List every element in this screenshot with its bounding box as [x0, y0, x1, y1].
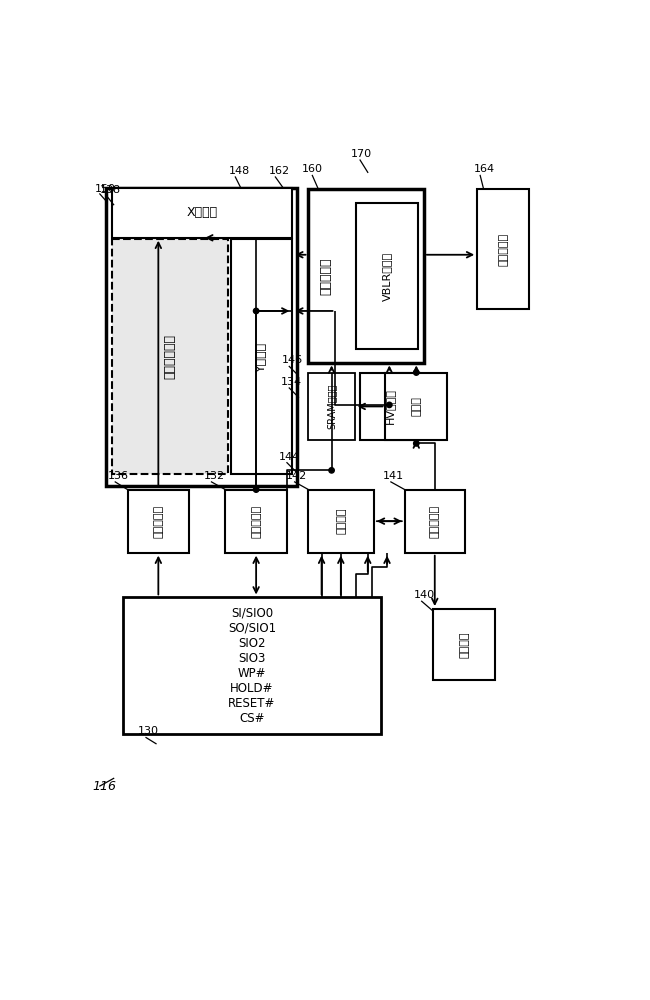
Circle shape: [413, 441, 419, 446]
Bar: [477, 189, 530, 309]
Circle shape: [329, 468, 334, 473]
Circle shape: [254, 487, 259, 492]
Bar: [123, 597, 381, 734]
Circle shape: [413, 370, 419, 375]
Bar: [112, 188, 292, 238]
Text: 模式逻辑: 模式逻辑: [336, 508, 346, 534]
Bar: [405, 490, 465, 553]
Bar: [309, 189, 424, 363]
Text: 140: 140: [414, 590, 435, 600]
Bar: [356, 203, 418, 349]
Text: SRAM缓冲器: SRAM缓冲器: [326, 384, 337, 429]
Text: 状态机: 状态机: [411, 397, 421, 416]
Text: 感测放大器: 感测放大器: [319, 257, 332, 295]
Text: 130: 130: [138, 726, 159, 736]
Bar: [385, 373, 447, 440]
Text: 170: 170: [351, 149, 372, 159]
Text: 116: 116: [92, 780, 116, 793]
Bar: [127, 490, 189, 553]
Text: Y译码器: Y译码器: [255, 342, 268, 372]
Text: 134: 134: [281, 377, 302, 387]
Text: 148: 148: [229, 166, 250, 176]
Text: VBLR产生器: VBLR产生器: [382, 252, 392, 301]
Text: 146: 146: [281, 355, 303, 365]
Text: SI/SIO0
SO/SIO1
SIO2
SIO3
WP#
HOLD#
RESET#
CS#: SI/SIO0 SO/SIO1 SIO2 SIO3 WP# HOLD# RESE…: [228, 607, 276, 725]
Bar: [106, 188, 297, 486]
Text: 输出缓冲器: 输出缓冲器: [499, 232, 508, 266]
Text: 136: 136: [107, 471, 129, 481]
Bar: [309, 490, 374, 553]
Bar: [112, 239, 228, 474]
Text: 162: 162: [269, 166, 291, 176]
Text: 164: 164: [474, 164, 495, 174]
Bar: [309, 373, 355, 440]
Text: X译码器: X译码器: [187, 206, 218, 219]
Text: HV产生器: HV产生器: [385, 389, 395, 424]
Circle shape: [387, 402, 392, 408]
Text: 存储单元阵列: 存储单元阵列: [163, 334, 176, 379]
Bar: [231, 239, 292, 474]
Text: 150: 150: [94, 184, 116, 194]
Text: 142: 142: [286, 471, 307, 481]
Text: 138: 138: [100, 185, 121, 195]
Text: 144: 144: [278, 452, 300, 462]
Text: 141: 141: [384, 471, 404, 481]
Text: 数据缓存器: 数据缓存器: [251, 505, 261, 538]
Text: 132: 132: [203, 471, 225, 481]
Text: 位址产生器: 位址产生器: [153, 505, 163, 538]
Circle shape: [254, 308, 259, 314]
Text: 串行频率: 串行频率: [459, 631, 469, 658]
Bar: [226, 490, 287, 553]
Bar: [433, 609, 495, 680]
Bar: [360, 373, 420, 440]
Text: 时钟产生器: 时钟产生器: [430, 505, 440, 538]
Text: 160: 160: [302, 164, 323, 174]
